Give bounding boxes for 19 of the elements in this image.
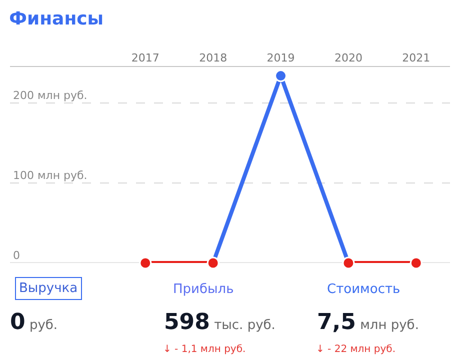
text: руб. — [29, 318, 58, 333]
x-tick-label: 2018 — [199, 52, 228, 65]
text: ↓ - 22 млн руб. — [316, 344, 396, 355]
text: Выручка — [19, 281, 78, 296]
x-tick-label: 2021 — [402, 52, 430, 65]
text: 598 — [164, 310, 210, 335]
chart-title: Финансы — [9, 8, 104, 30]
y-tick-label: 200 млн руб. — [13, 89, 88, 102]
y-tick-label: 100 млн руб. — [13, 169, 88, 182]
text: ↓ - 1,1 млн руб. — [163, 344, 246, 355]
text: 7,5 — [317, 310, 356, 335]
text: млн руб. — [360, 318, 419, 333]
text: Прибыль — [173, 282, 234, 297]
x-tick-label: 2019 — [266, 52, 295, 65]
text: тыс. руб. — [214, 318, 276, 333]
text: Стоимость — [327, 282, 400, 297]
x-tick-label: 2020 — [334, 52, 362, 65]
y-tick-label: 0 — [13, 249, 20, 262]
x-tick-label: 2017 — [131, 52, 160, 65]
